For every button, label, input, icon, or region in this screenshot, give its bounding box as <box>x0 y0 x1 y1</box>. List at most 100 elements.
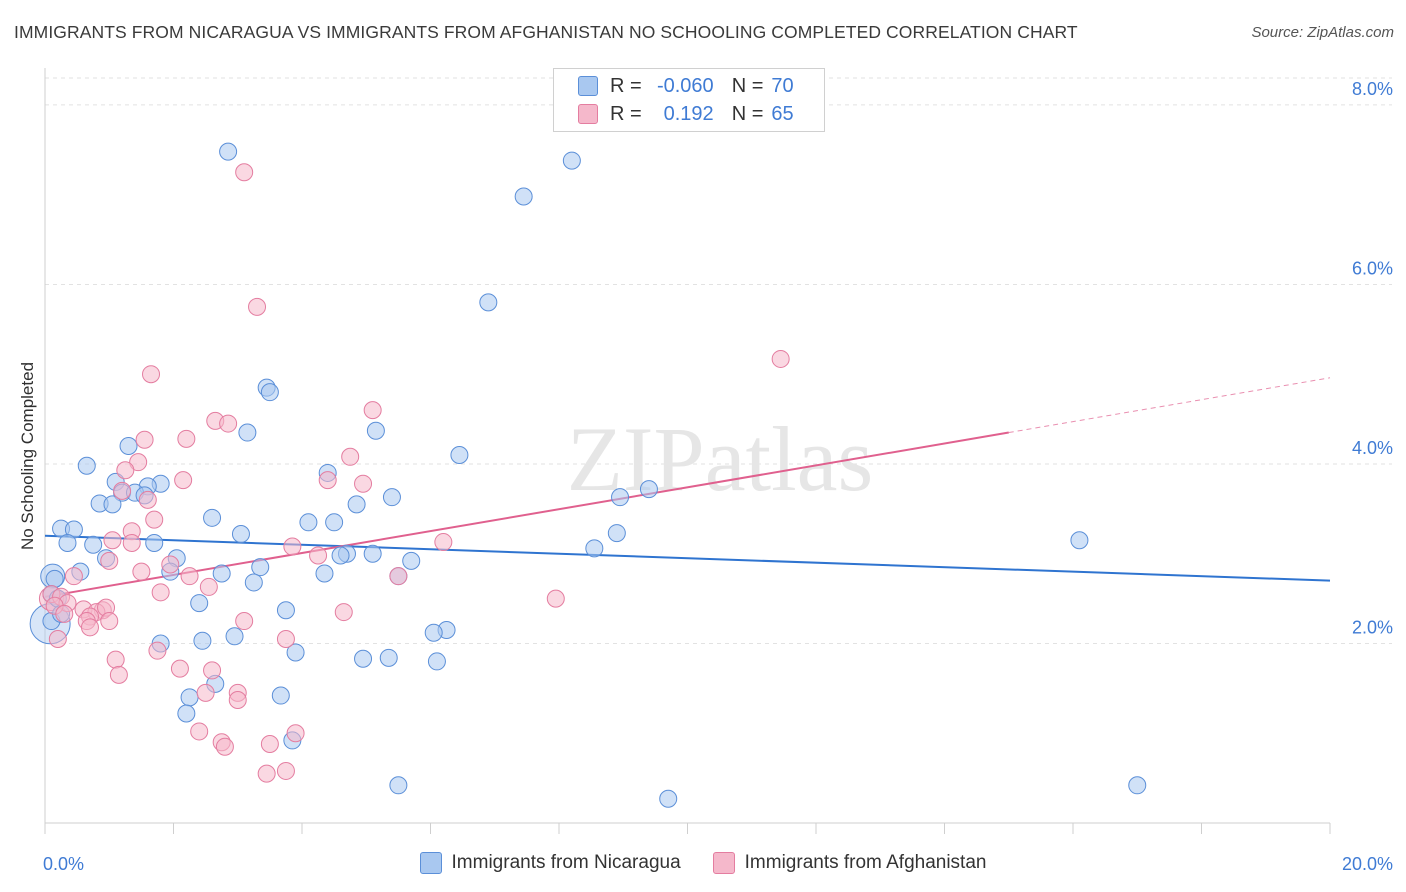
stats-legend: R = -0.060 N = 70 R = 0.192 N = 65 <box>553 68 825 132</box>
point-afghanistan <box>55 604 74 623</box>
point-afghanistan <box>309 546 328 565</box>
x-tick-label: 0.0% <box>43 854 84 874</box>
point-afghanistan <box>148 641 167 660</box>
point-nicaragua <box>363 544 382 563</box>
point-nicaragua <box>347 495 366 514</box>
point-afghanistan <box>103 531 122 550</box>
point-nicaragua <box>379 648 398 667</box>
trend-lines <box>44 377 1331 598</box>
point-nicaragua <box>190 594 209 613</box>
point-nicaragua <box>180 688 199 707</box>
point-afghanistan <box>334 603 353 622</box>
point-afghanistan <box>203 661 222 680</box>
point-nicaragua <box>145 533 164 552</box>
point-nicaragua <box>77 456 96 475</box>
point-nicaragua <box>389 776 408 795</box>
point-nicaragua <box>382 488 401 507</box>
trend-line-afghanistan <box>44 431 1009 598</box>
y-tick-label: 6.0% <box>1352 258 1393 278</box>
point-afghanistan <box>161 555 180 574</box>
point-afghanistan <box>190 722 209 741</box>
point-afghanistan <box>145 510 164 529</box>
point-nicaragua <box>193 631 212 650</box>
point-afghanistan <box>170 659 189 678</box>
legend-swatch-nicaragua <box>419 852 442 874</box>
point-afghanistan <box>100 612 119 631</box>
point-afghanistan <box>276 761 295 780</box>
point-afghanistan <box>228 691 247 710</box>
point-nicaragua <box>514 187 533 206</box>
legend-item-afghanistan: Immigrants from Afghanistan <box>712 852 987 874</box>
point-nicaragua <box>424 623 443 642</box>
data-points <box>29 142 1147 808</box>
trend-line-afghanistan-extension <box>1008 377 1331 434</box>
trend-line-nicaragua <box>44 534 1331 582</box>
point-nicaragua <box>45 569 64 588</box>
point-afghanistan <box>135 430 154 449</box>
point-afghanistan <box>138 490 157 509</box>
point-afghanistan <box>341 447 360 466</box>
legend-n-label: N = <box>731 74 764 97</box>
point-afghanistan <box>354 474 373 493</box>
point-afghanistan <box>215 737 234 756</box>
point-afghanistan <box>276 629 295 648</box>
point-afghanistan <box>116 461 135 480</box>
legend-n-value: 65 <box>771 102 794 125</box>
legend-swatch-afghanistan <box>712 852 735 874</box>
point-nicaragua <box>1070 531 1089 550</box>
point-nicaragua <box>219 142 238 161</box>
point-nicaragua <box>276 601 295 620</box>
point-afghanistan <box>129 453 148 472</box>
point-afghanistan <box>199 577 218 596</box>
point-afghanistan <box>64 567 83 586</box>
point-afghanistan <box>235 163 254 182</box>
point-afghanistan <box>363 401 382 420</box>
y-tick-label: 4.0% <box>1352 438 1393 458</box>
point-afghanistan <box>142 365 161 384</box>
point-nicaragua <box>119 437 138 456</box>
y-tick-label: 2.0% <box>1352 617 1393 637</box>
point-nicaragua <box>585 539 604 558</box>
point-nicaragua <box>639 480 658 499</box>
point-nicaragua <box>177 704 196 723</box>
point-afghanistan <box>196 683 215 702</box>
point-nicaragua <box>427 652 446 671</box>
point-nicaragua <box>479 293 498 312</box>
point-nicaragua <box>203 508 222 527</box>
legend-r-value: 0.192 <box>663 102 714 125</box>
tick-labels: 2.0% 4.0% 6.0% 8.0% 0.0% 20.0% <box>43 79 1393 874</box>
point-nicaragua <box>611 488 630 507</box>
axes <box>44 68 1331 834</box>
legend-swatch-nicaragua <box>578 76 598 96</box>
point-afghanistan <box>177 429 196 448</box>
series-legend: Immigrants from Nicaragua Immigrants fro… <box>0 852 1406 874</box>
point-afghanistan <box>132 562 151 581</box>
point-nicaragua <box>402 551 421 570</box>
point-afghanistan <box>286 724 305 743</box>
legend-row-nicaragua: R = -0.060 N = 70 <box>578 73 794 99</box>
point-nicaragua <box>231 524 250 543</box>
point-nicaragua <box>299 513 318 532</box>
point-afghanistan <box>100 551 119 570</box>
point-afghanistan <box>771 349 790 368</box>
legend-item-nicaragua: Immigrants from Nicaragua <box>419 852 681 874</box>
y-tick-label: 8.0% <box>1352 79 1393 99</box>
x-tick-label: 20.0% <box>1342 854 1393 874</box>
point-afghanistan <box>219 414 238 433</box>
legend-label-nicaragua: Immigrants from Nicaragua <box>451 852 681 873</box>
point-afghanistan <box>113 481 132 500</box>
point-afghanistan <box>260 735 279 754</box>
point-nicaragua <box>325 513 344 532</box>
point-nicaragua <box>244 573 263 592</box>
legend-r-label: R = <box>610 74 642 97</box>
point-nicaragua <box>562 151 581 170</box>
point-nicaragua <box>58 533 77 552</box>
legend-label-afghanistan: Immigrants from Afghanistan <box>744 852 987 873</box>
point-nicaragua <box>354 649 373 668</box>
point-afghanistan <box>257 764 276 783</box>
point-afghanistan <box>235 612 254 631</box>
point-nicaragua <box>212 564 231 583</box>
source-credit: Source: ZipAtlas.com <box>1251 24 1394 41</box>
point-nicaragua <box>331 546 350 565</box>
